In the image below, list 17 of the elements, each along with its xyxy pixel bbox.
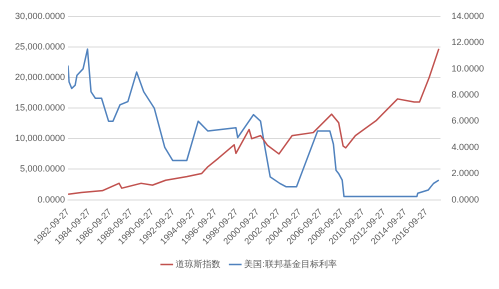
y2-tick-label: 10.0000 bbox=[451, 63, 484, 74]
y2-tick-label: 4.0000 bbox=[451, 142, 479, 152]
y-tick-label: 5,000.0000 bbox=[20, 164, 66, 174]
y2-tick-label: 8.0000 bbox=[451, 89, 479, 100]
y2-tick-label: 14.0000 bbox=[451, 10, 484, 21]
legend-label: 美国:联邦基金目标利率 bbox=[244, 258, 337, 269]
y-tick-label: 0.0000 bbox=[38, 194, 66, 204]
y-tick-label: 10,000.0000 bbox=[14, 133, 66, 144]
y2-tick-label: 6.0000 bbox=[451, 116, 479, 126]
y2-tick-label: 12.0000 bbox=[451, 37, 484, 48]
y-tick-label: 25,000.0000 bbox=[14, 41, 66, 52]
y-tick-label: 20,000.0000 bbox=[14, 72, 66, 82]
y-tick-label: 30,000.0000 bbox=[14, 10, 66, 21]
y2-tick-label: 2.0000 bbox=[451, 168, 479, 178]
legend-label: 道琼斯指数 bbox=[176, 258, 221, 269]
y2-tick-label: 0.0000 bbox=[451, 194, 479, 204]
y-tick-label: 15,000.0000 bbox=[14, 102, 66, 113]
